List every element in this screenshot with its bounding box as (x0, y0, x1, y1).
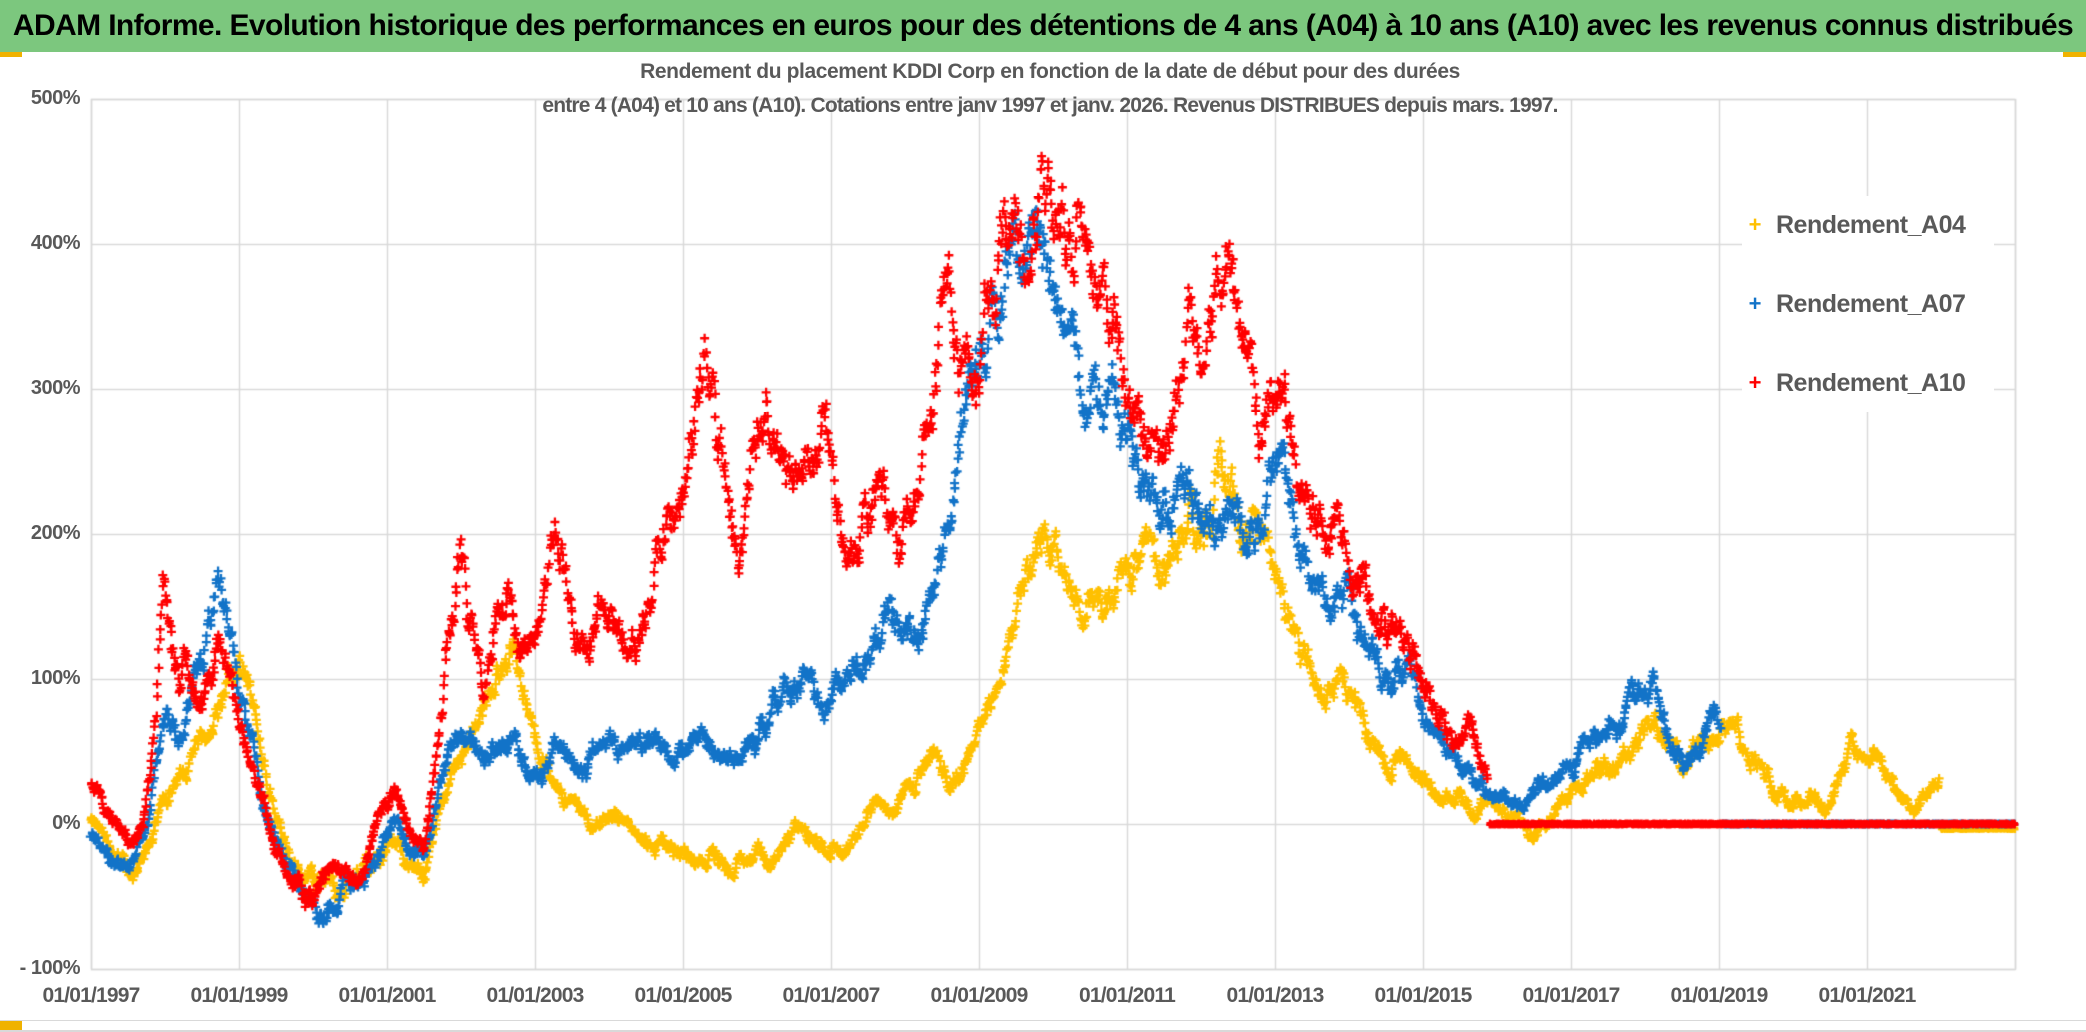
legend-item-rendement-a10[interactable]: + Rendement_A10 (1742, 366, 1994, 400)
x-tick-label: 01/01/1997 (42, 984, 140, 1007)
corner-accent-top-left (0, 52, 22, 59)
x-tick-label: 01/01/2015 (1374, 984, 1472, 1007)
corner-accent-bottom-left (0, 1021, 22, 1030)
x-tick-label: 01/01/2007 (782, 984, 880, 1007)
x-tick-label: 01/01/2011 (1079, 984, 1176, 1007)
plus-marker-icon: + (1748, 212, 1762, 237)
banner: ADAM Informe. Evolution historique des p… (0, 0, 2086, 52)
x-tick-label: 01/01/2001 (338, 984, 436, 1007)
x-tick-label: 01/01/2005 (634, 984, 732, 1007)
legend-item-rendement-a07[interactable]: + Rendement_A07 (1742, 287, 1994, 321)
y-tick-label: 400% (30, 232, 81, 254)
y-tick-label: 200% (30, 522, 81, 544)
corner-accent-top-right (2063, 52, 2086, 59)
frame-line-bottom2 (0, 1030, 2086, 1032)
y-tick-label: 0% (52, 812, 80, 834)
x-tick-label: 01/01/2021 (1818, 984, 1916, 1007)
y-tick-label: 500% (30, 87, 81, 109)
x-tick-label: 01/01/2019 (1670, 984, 1768, 1007)
plus-marker-icon: + (1748, 291, 1762, 316)
x-tick-label: 01/01/2003 (486, 984, 584, 1007)
frame-line-bottom (0, 1019, 2086, 1021)
x-tick-label: 01/01/2013 (1226, 984, 1324, 1007)
y-tick-label: - 100% (19, 957, 81, 979)
chart-legend: + Rendement_A04 + Rendement_A07 + Rendem… (1742, 196, 1994, 412)
x-tick-label: 01/01/2017 (1522, 984, 1620, 1007)
chart-object[interactable] (0, 57, 2086, 1020)
x-tick-label: 01/01/1999 (190, 984, 288, 1007)
chart-title-line1: Rendement du placement KDDI Corp en fonc… (640, 60, 1460, 83)
legend-label: Rendement_A07 (1776, 289, 1966, 318)
x-tick-label: 01/01/2009 (930, 984, 1028, 1007)
legend-item-rendement-a04[interactable]: + Rendement_A04 (1742, 208, 1994, 242)
chart-title-line2: entre 4 (A04) et 10 ans (A10). Cotations… (542, 94, 1558, 117)
chart-plot-canvas[interactable] (0, 57, 2086, 1020)
legend-label: Rendement_A10 (1776, 368, 1966, 397)
banner-title: ADAM Informe. Evolution historique des p… (12, 9, 2074, 42)
legend-label: Rendement_A04 (1776, 210, 1966, 239)
plus-marker-icon: + (1748, 370, 1762, 395)
chart-title: Rendement du placement KDDI Corp en fonc… (470, 60, 1630, 118)
y-tick-label: 300% (30, 377, 81, 399)
y-tick-label: 100% (30, 667, 81, 689)
